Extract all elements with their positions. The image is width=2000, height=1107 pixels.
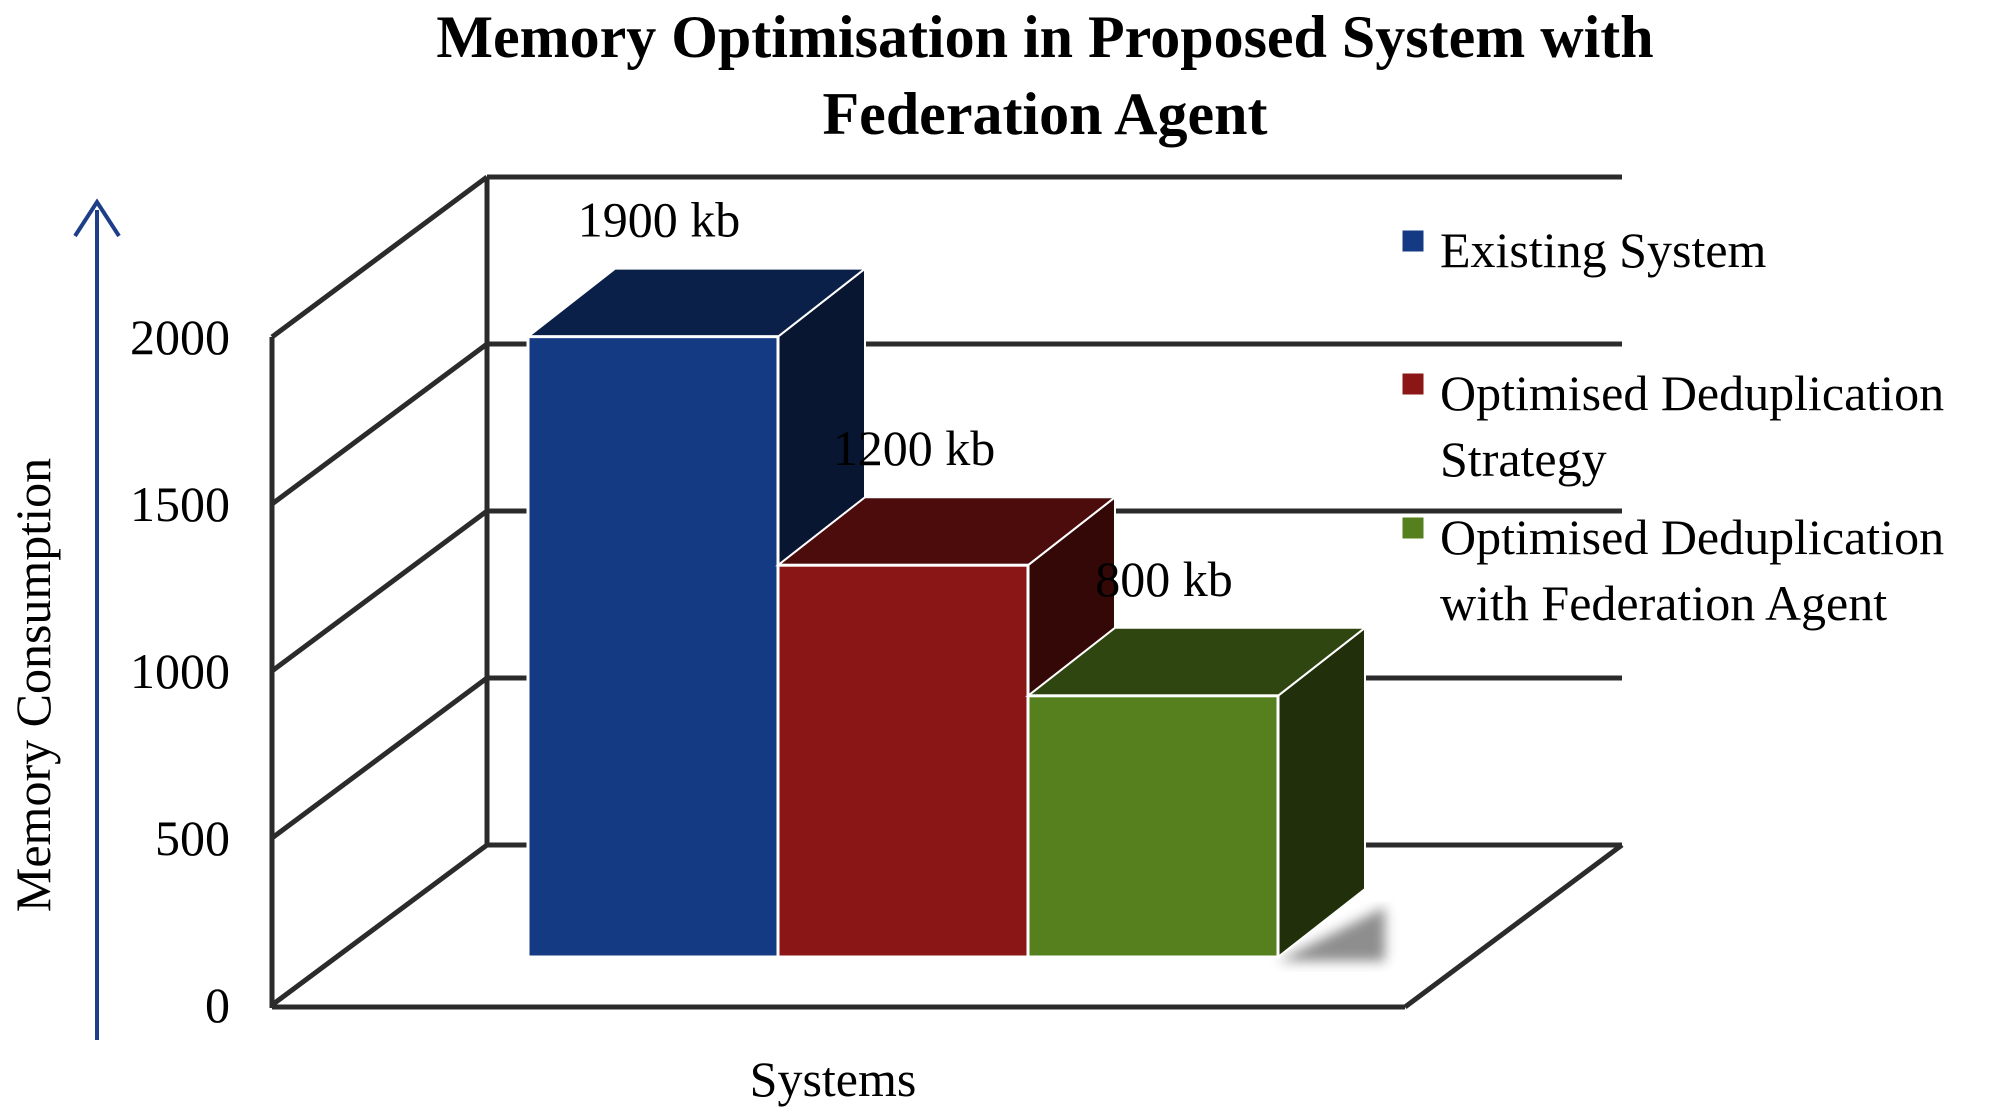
bar-front-face: [776, 563, 1030, 959]
bar-1: [525, 266, 868, 960]
y-tick-label: 500: [155, 810, 230, 866]
y-tick-label: 2000: [130, 309, 230, 365]
chart-title: Memory Optimisation in Proposed System w…: [436, 4, 1653, 147]
y-axis-arrow: [73, 198, 121, 1040]
data-label: 1200 kb: [833, 420, 996, 476]
data-labels: 1900 kb 1200 kb 800 kb: [578, 192, 1233, 607]
gridline-side: [270, 174, 489, 340]
y-tick-label: 0: [205, 977, 230, 1033]
legend: Existing System Optimised Deduplication St…: [1401, 222, 1944, 631]
x-axis-label: Systems: [750, 1051, 917, 1107]
legend-label: Optimised Deduplication: [1440, 365, 1944, 421]
gridline-side: [270, 842, 489, 1008]
bar-shadow: [506, 907, 1385, 961]
bar-front-face: [526, 335, 780, 959]
gridline-side: [270, 508, 489, 674]
legend-label: Strategy: [1440, 431, 1607, 487]
legend-label: with Federation Agent: [1440, 575, 1887, 631]
data-label: 800 kb: [1095, 551, 1233, 607]
chart-bars: [506, 266, 1385, 961]
legend-swatch: [1401, 372, 1425, 396]
legend-swatch: [1401, 516, 1425, 540]
y-axis-ticks: 0 500 1000 1500 2000: [130, 309, 230, 1033]
gridline-side: [270, 341, 489, 507]
legend-item-3: Optimised Deduplication with Federation A…: [1401, 509, 1944, 631]
y-tick-label: 1000: [130, 643, 230, 699]
floor-right-edge: [1403, 842, 1624, 1010]
chart-title-line-1: Memory Optimisation in Proposed System w…: [436, 4, 1653, 70]
legend-label: Existing System: [1440, 222, 1767, 278]
chart-title-line-2: Federation Agent: [823, 81, 1268, 147]
legend-item-1: Existing System: [1401, 222, 1767, 278]
legend-item-2: Optimised Deduplication Strategy: [1401, 365, 1944, 487]
gridline-side: [270, 675, 489, 841]
legend-label: Optimised Deduplication: [1440, 509, 1944, 565]
y-axis-arrow-head: [73, 198, 121, 238]
bar-3: [1025, 625, 1368, 960]
bar-front-face: [1026, 694, 1280, 959]
y-axis-label: Memory Consumption: [5, 458, 61, 912]
y-tick-label: 1500: [130, 476, 230, 532]
data-label: 1900 kb: [578, 192, 741, 248]
chart-walls: [269, 177, 1624, 1010]
legend-swatch: [1401, 229, 1425, 253]
